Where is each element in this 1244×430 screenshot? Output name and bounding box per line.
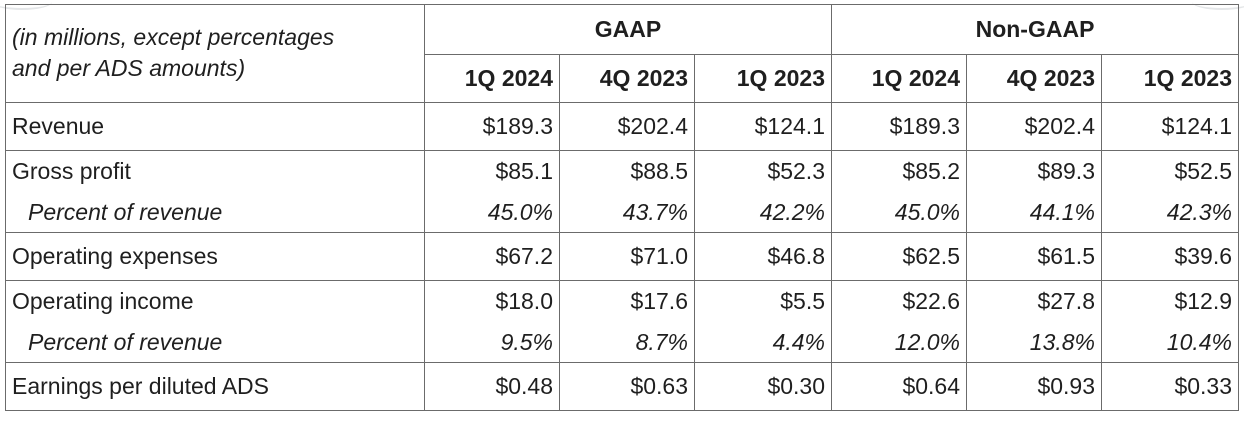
table-row-operating-income: Operating income $18.0 $17.6 $5.5 $22.6 … xyxy=(5,280,1240,322)
table-cell: $17.6 xyxy=(559,280,695,322)
table-cell: $0.33 xyxy=(1100,362,1240,411)
group-header-non-gaap: Non-GAAP xyxy=(830,4,1240,55)
row-label: Revenue xyxy=(5,102,425,151)
table-cell: $67.2 xyxy=(424,232,560,281)
table-cell: $85.2 xyxy=(831,150,967,192)
header-row-groups: (in millions, except percentages GAAP No… xyxy=(5,4,1240,55)
table-cell: $85.1 xyxy=(424,150,560,192)
table-cell: 10.4% xyxy=(1100,322,1240,363)
table-row-eps: Earnings per diluted ADS $0.48 $0.63 $0.… xyxy=(5,362,1240,411)
row-label: Gross profit xyxy=(5,150,425,192)
table-cell: $52.3 xyxy=(694,150,832,192)
table-cell: 4.4% xyxy=(694,322,832,363)
table-cell: $202.4 xyxy=(559,102,695,151)
group-header-gaap: GAAP xyxy=(424,4,832,55)
column-header: 1Q 2023 xyxy=(694,53,832,103)
row-label: Earnings per diluted ADS xyxy=(5,362,425,411)
column-header: 1Q 2024 xyxy=(424,53,560,103)
table-cell: 45.0% xyxy=(831,192,967,233)
table-cell: 42.2% xyxy=(694,192,832,233)
table-cell: $18.0 xyxy=(424,280,560,322)
row-label: Percent of revenue xyxy=(5,322,425,363)
table-cell: $124.1 xyxy=(694,102,832,151)
table-cell: $27.8 xyxy=(966,280,1102,322)
table-cell: $0.48 xyxy=(424,362,560,411)
table-row-gross-margin: Percent of revenue 45.0% 43.7% 42.2% 45.… xyxy=(5,192,1240,233)
column-header: 1Q 2023 xyxy=(1100,53,1240,103)
table-cell: 45.0% xyxy=(424,192,560,233)
column-header: 4Q 2023 xyxy=(559,53,695,103)
units-note-line-1: (in millions, except percentages xyxy=(5,4,425,54)
table-cell: 42.3% xyxy=(1100,192,1240,233)
header-row-periods: and per ADS amounts) 1Q 2024 4Q 2023 1Q … xyxy=(5,53,1240,103)
table-cell: $124.1 xyxy=(1100,102,1240,151)
units-note-line-2: and per ADS amounts) xyxy=(5,54,425,103)
table-cell: $52.5 xyxy=(1100,150,1240,192)
table-cell: $0.93 xyxy=(966,362,1102,411)
table-cell: $71.0 xyxy=(559,232,695,281)
table-cell: $0.63 xyxy=(559,362,695,411)
financial-summary-table: (in millions, except percentages GAAP No… xyxy=(5,4,1240,411)
row-label: Operating income xyxy=(5,280,425,322)
table-cell: 44.1% xyxy=(966,192,1102,233)
column-header: 4Q 2023 xyxy=(966,53,1102,103)
table-cell: $5.5 xyxy=(694,280,832,322)
table-row-operating-expenses: Operating expenses $67.2 $71.0 $46.8 $62… xyxy=(5,232,1240,281)
table-cell: $189.3 xyxy=(831,102,967,151)
table-cell: 9.5% xyxy=(424,322,560,363)
table-cell: 8.7% xyxy=(559,322,695,363)
table-cell: $88.5 xyxy=(559,150,695,192)
table-row-operating-margin: Percent of revenue 9.5% 8.7% 4.4% 12.0% … xyxy=(5,322,1240,363)
row-label: Percent of revenue xyxy=(5,192,425,233)
table-cell: $89.3 xyxy=(966,150,1102,192)
table-row-revenue: Revenue $189.3 $202.4 $124.1 $189.3 $202… xyxy=(5,102,1240,151)
table-row-gross-profit: Gross profit $85.1 $88.5 $52.3 $85.2 $89… xyxy=(5,150,1240,192)
table-cell: $22.6 xyxy=(831,280,967,322)
table-cell: $39.6 xyxy=(1100,232,1240,281)
column-header: 1Q 2024 xyxy=(831,53,967,103)
table-cell: 12.0% xyxy=(831,322,967,363)
table-cell: $62.5 xyxy=(831,232,967,281)
row-label: Operating expenses xyxy=(5,232,425,281)
table-cell: $0.30 xyxy=(694,362,832,411)
table-cell: $202.4 xyxy=(966,102,1102,151)
table-cell: $61.5 xyxy=(966,232,1102,281)
table-cell: 13.8% xyxy=(966,322,1102,363)
table-cell: 43.7% xyxy=(559,192,695,233)
table-cell: $0.64 xyxy=(831,362,967,411)
table-cell: $189.3 xyxy=(424,102,560,151)
table-cell: $12.9 xyxy=(1100,280,1240,322)
table-cell: $46.8 xyxy=(694,232,832,281)
